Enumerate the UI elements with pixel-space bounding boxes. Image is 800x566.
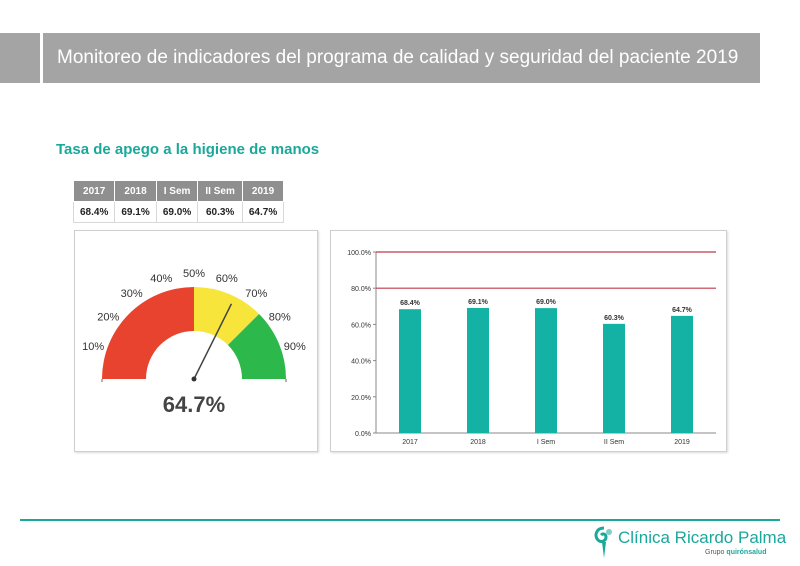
gauge-band [194, 287, 260, 346]
summary-header-cell: II Sem [197, 180, 243, 202]
summary-table: 2017 2018 I Sem II Sem 2019 68.4% 69.1% … [72, 180, 285, 223]
gauge-band [102, 287, 194, 379]
bar-chart-panel: 0.0% 20.0% 40.0% 60.0% 80.0% 100.0% 68.4% 2017 6… [330, 230, 727, 452]
header-accent [0, 33, 40, 83]
bar [399, 309, 421, 433]
y-tick-label: 0.0% [355, 431, 371, 438]
gauge-panel: 10% 20% 30% 40% 50% 60% 70% 80% 90% 64.7% [74, 230, 318, 452]
gauge-tick-label: 20% [97, 312, 119, 324]
summary-header-cell: 2017 [72, 180, 116, 202]
gauge-value-label: 64.7% [163, 392, 225, 417]
gauge-tick-label: 40% [150, 273, 172, 285]
bar-data-label: 69.0% [536, 299, 557, 306]
summary-value-cell: 68.4% [72, 201, 116, 223]
x-tick-label: 2019 [674, 439, 690, 446]
gauge-tick-label: 30% [121, 288, 143, 300]
bar-data-label: 68.4% [400, 300, 421, 307]
gauge-tick-label: 50% [183, 268, 205, 280]
summary-header-cell: 2018 [114, 180, 157, 202]
gauge-band [227, 313, 286, 379]
bar [535, 308, 557, 433]
y-tick-label: 100.0% [347, 250, 371, 257]
clinic-logo: Clínica Ricardo Palma Grupo quirónsalud [592, 526, 786, 562]
gauge-tick-label: 60% [216, 273, 238, 285]
summary-header-row: 2017 2018 I Sem II Sem 2019 [72, 180, 285, 202]
y-tick-label: 20.0% [351, 395, 371, 402]
header-bar: Monitoreo de indicadores del programa de… [0, 33, 760, 83]
header-divider [40, 33, 43, 83]
bar-data-label: 69.1% [468, 299, 489, 306]
logo-brand-label: quirónsalud [726, 549, 767, 556]
gauge-tick-label: 70% [245, 288, 267, 300]
gauge-tick-label: 80% [269, 312, 291, 324]
x-tick-label: 2018 [470, 439, 486, 446]
logo-emblem-icon [594, 526, 612, 558]
logo-group-text: Grupo quirónsalud [705, 549, 766, 556]
x-tick-label: I Sem [537, 439, 555, 446]
y-tick-label: 40.0% [351, 359, 371, 366]
summary-value-cell: 69.1% [114, 201, 157, 223]
x-tick-label: 2017 [402, 439, 418, 446]
summary-value-cell: 64.7% [241, 201, 285, 223]
gauge-needle [193, 303, 233, 380]
logo-group-label: Grupo [705, 549, 725, 556]
page-title: Monitoreo de indicadores del programa de… [57, 47, 739, 68]
bar-data-label: 60.3% [604, 315, 625, 322]
bar-data-label: 64.7% [672, 307, 693, 314]
summary-value-cell: 69.0% [155, 201, 199, 223]
bar [603, 323, 625, 433]
gauge-tick-label: 90% [284, 341, 306, 353]
bar [671, 315, 693, 433]
section-title: Tasa de apego a la higiene de manos [56, 141, 320, 158]
logo-text: Clínica Ricardo Palma [618, 528, 787, 547]
y-tick-label: 80.0% [351, 286, 371, 293]
x-tick-label: II Sem [604, 439, 624, 446]
summary-value-cell: 60.3% [197, 201, 243, 223]
gauge-chart: 10% 20%30% 40% 50% 60% 70%80% 90% 64.7% [82, 268, 306, 417]
footer-divider [20, 519, 780, 521]
gauge-needle-hub [191, 376, 197, 382]
gauge-tick-label: 10% [82, 341, 104, 353]
bar-chart: 0.0% 20.0% 40.0% 60.0% 80.0% 100.0% 68.4% 2017 6… [347, 250, 716, 446]
summary-value-row: 68.4% 69.1% 69.0% 60.3% 64.7% [72, 201, 285, 223]
bar [467, 307, 489, 433]
y-tick-label: 60.0% [351, 322, 371, 329]
summary-header-cell: I Sem [155, 180, 199, 202]
summary-header-cell: 2019 [241, 180, 285, 202]
